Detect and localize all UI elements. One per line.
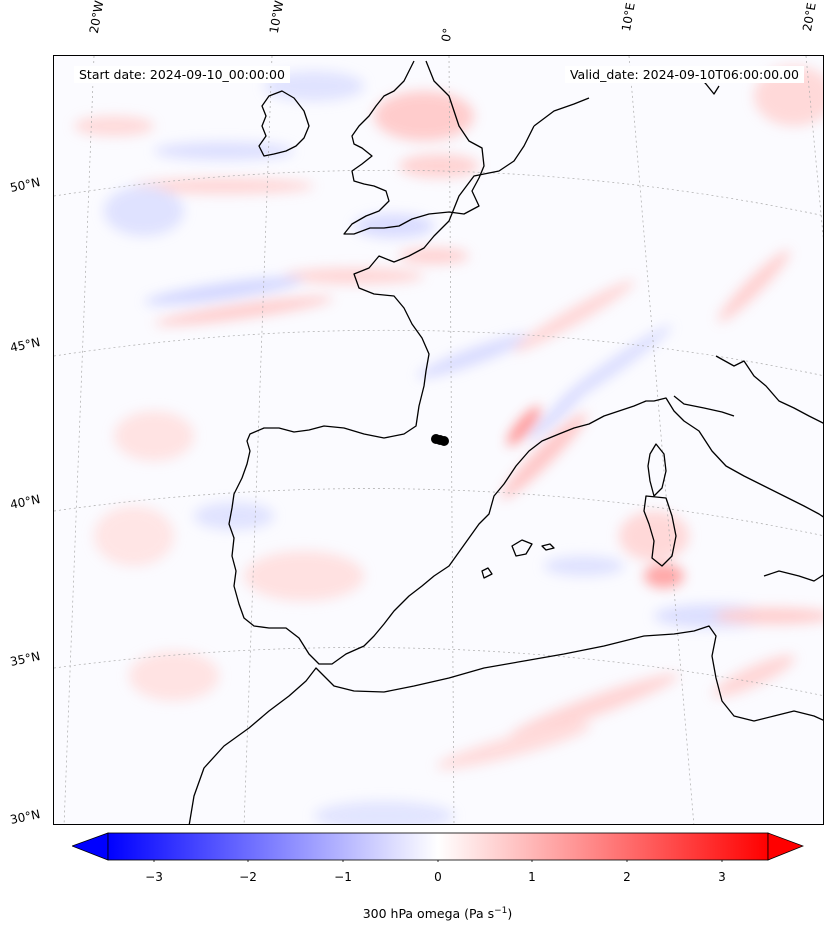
western-europe-coast [228,125,823,665]
netherlands-coast [533,97,590,127]
adriatic-coast [715,355,823,424]
latitude-label: 40°N [8,492,42,512]
ireland-coast [258,90,310,157]
colorbar-tick-label: −2 [239,870,257,884]
longitude-label: 10°W [266,0,287,35]
omega-field [74,66,823,824]
colorbar-tick-label: 3 [718,870,726,884]
colorbar-title: 300 hPa omega (Pa s−1) [0,906,832,921]
mallorca-coast [511,539,533,557]
latitude-label: 35°N [8,649,42,669]
colorbar-gradient [107,832,769,861]
map-panel [53,55,824,825]
graticule [54,56,823,824]
colorbar-tick-label: 1 [528,870,536,884]
colorbar-tick-label: 2 [623,870,631,884]
menorca-coast [541,543,555,551]
great-britain-coast [343,60,485,235]
longitude-label: 0° [438,27,455,43]
colorbar [72,832,804,862]
colorbar-title-end: ) [507,906,513,922]
longitude-label: 20°W [86,0,107,35]
colorbar-max-extend [767,832,804,861]
valid-date-label: Valid_date: 2024-09-10T06:00:00.00 [564,66,804,83]
colorbar-title-exponent: −1 [494,906,508,916]
sicily-coast [763,570,823,582]
location-marker [431,434,449,446]
colorbar-title-text: 300 hPa omega (Pa s [362,906,495,922]
latitude-label: 30°N [8,807,42,827]
ibiza-coast [481,567,493,579]
colorbar-tick-label: −1 [334,870,352,884]
colorbar-min-extend [72,832,109,861]
sardinia-coast [643,495,677,567]
latitude-label: 50°N [8,175,42,195]
longitude-label: 20°E [800,1,819,33]
italy-coast [673,395,735,417]
north-africa-coast [188,625,823,824]
start-date-label: Start date: 2024-09-10_00:00:00 [74,66,290,83]
longitude-label: 10°E [619,1,638,33]
coastlines [188,60,823,824]
omega-map [54,56,823,824]
colorbar-tick-label: 0 [434,870,442,884]
colorbar-tick-label: −3 [145,870,163,884]
corsica-coast [647,443,667,497]
latitude-label: 45°N [8,335,42,355]
